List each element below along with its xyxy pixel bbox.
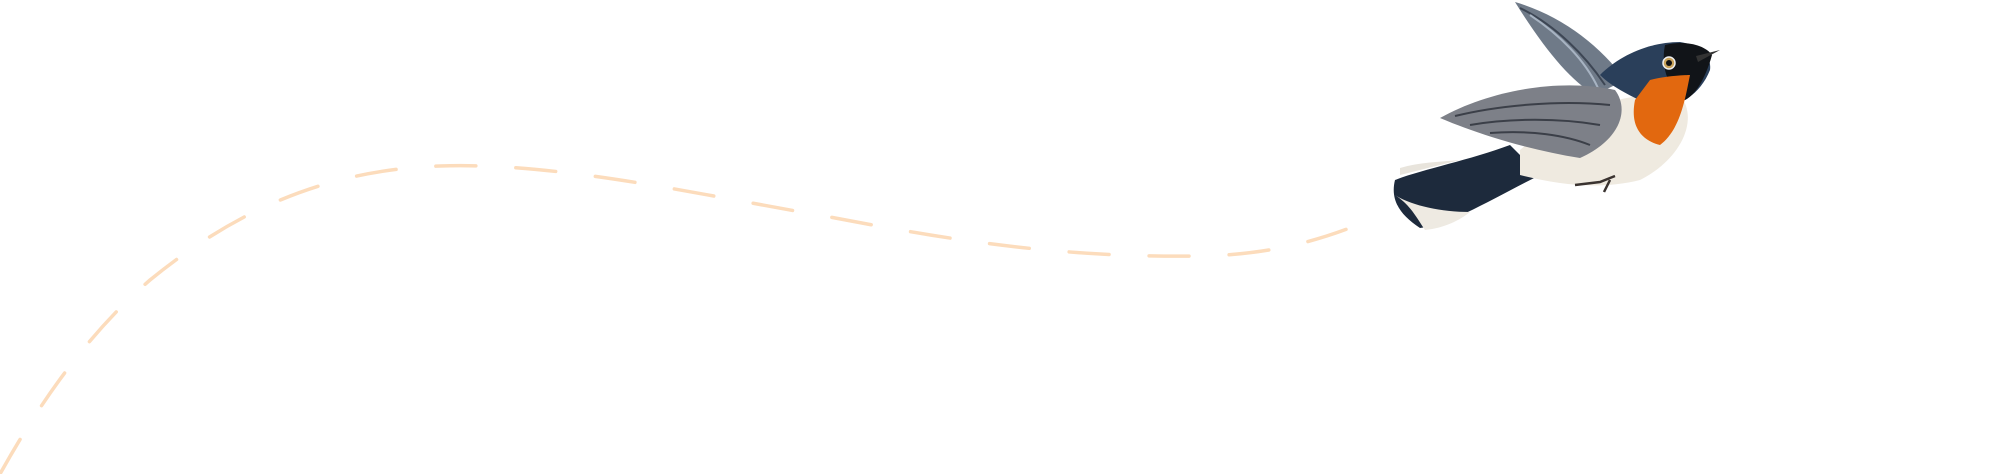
- dashed-flight-path: [0, 163, 1362, 474]
- bird-icon: [1393, 2, 1720, 230]
